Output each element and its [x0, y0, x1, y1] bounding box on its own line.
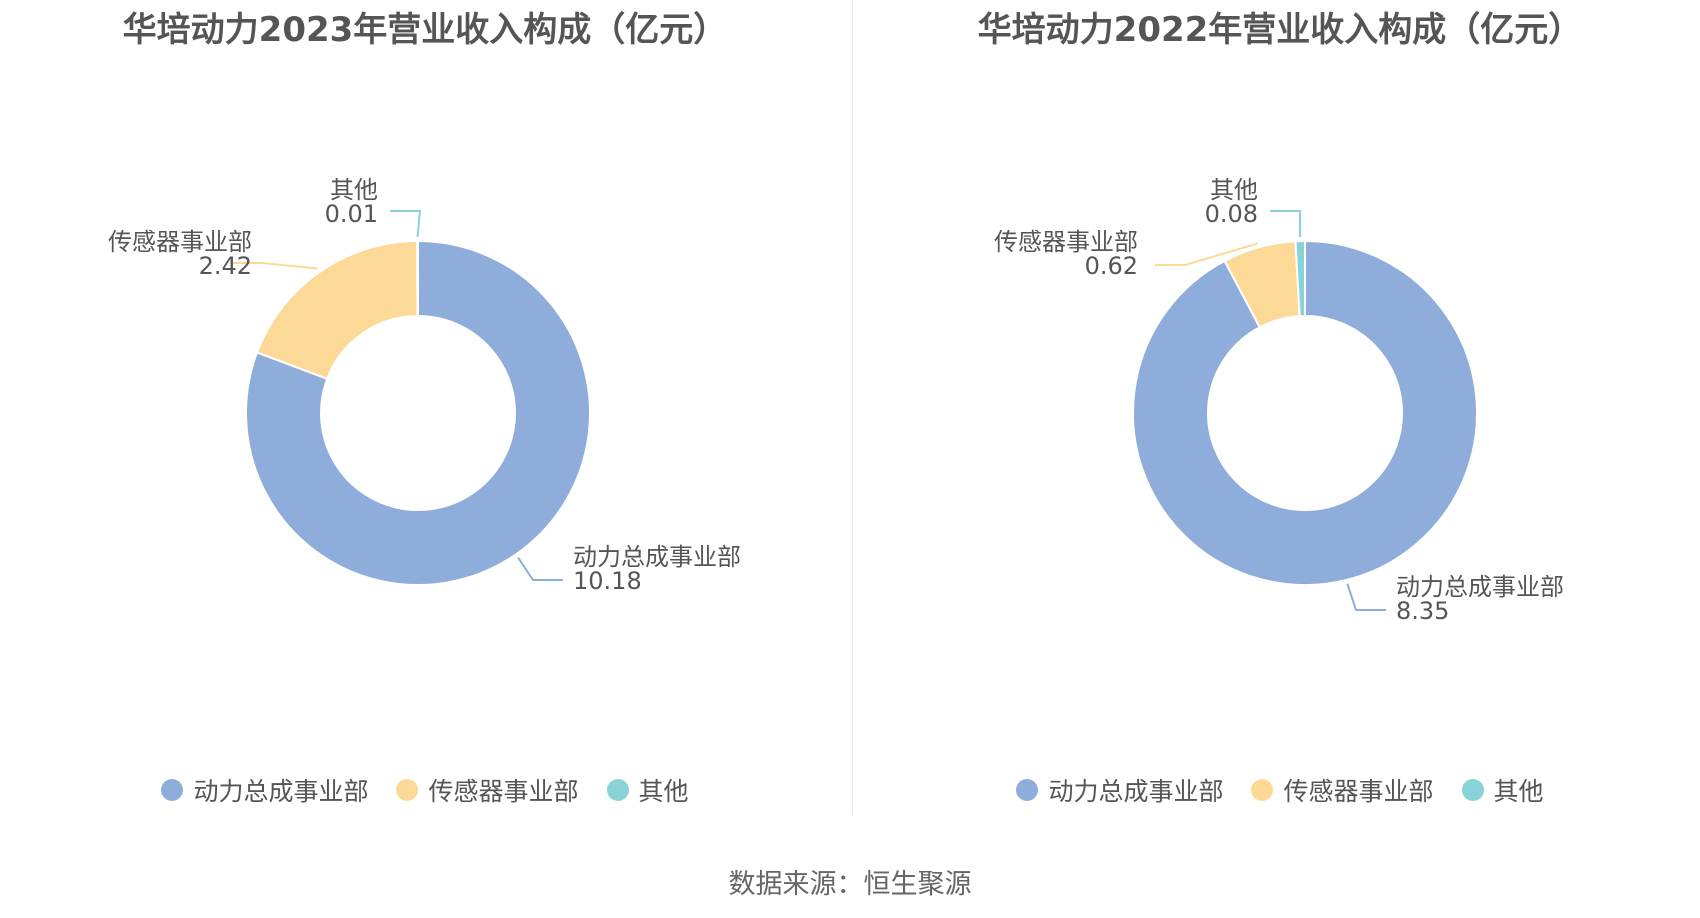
legend-label: 传感器事业部 — [1283, 777, 1434, 806]
slice-category-label: 传感器事业部 — [994, 228, 1138, 256]
legend-label: 其他 — [1493, 777, 1544, 806]
legend-item[interactable]: 传感器事业部 — [1251, 772, 1434, 808]
legend-marker — [606, 779, 629, 801]
legend-item[interactable]: 其他 — [606, 772, 689, 808]
legend-item[interactable]: 动力总成事业部 — [161, 772, 368, 808]
donut-slice[interactable] — [416, 239, 419, 318]
legend-label: 动力总成事业部 — [193, 777, 369, 806]
panel-divider — [852, 0, 853, 815]
leader-line — [1270, 210, 1302, 238]
chart-legend: 动力总成事业部 传感器事业部 其他 — [0, 772, 850, 808]
slice-category-label: 动力总成事业部 — [573, 543, 741, 571]
slice-category-label: 其他 — [1210, 176, 1258, 204]
leader-line — [232, 262, 318, 270]
donut-slice[interactable] — [245, 239, 591, 586]
legend-label: 传感器事业部 — [428, 777, 579, 806]
leader-line — [517, 557, 563, 581]
legend-marker — [161, 779, 184, 801]
slice-category-label: 传感器事业部 — [108, 228, 252, 256]
slice-value-label: 10.18 — [573, 567, 642, 595]
legend-label: 动力总成事业部 — [1048, 777, 1224, 806]
chart-panel-2022: 华培动力2022年营业收入构成（亿元） 动力总成事业部 8.35 传感器事业部 0.6… — [855, 0, 1700, 820]
chart-panel-2023: 华培动力2023年营业收入构成（亿元） 动力总成事业部 10.18 传感器事业部 2.… — [0, 0, 850, 820]
slice-category-label: 动力总成事业部 — [1396, 573, 1564, 601]
legend-marker — [1251, 779, 1274, 801]
slice-value-label: 0.08 — [1205, 200, 1258, 228]
legend-marker — [1461, 779, 1484, 801]
chart-title: 华培动力2023年营业收入构成（亿元） — [122, 10, 728, 50]
slice-value-label: 0.01 — [325, 200, 378, 228]
donut-slice[interactable] — [1294, 239, 1306, 318]
donut-slice[interactable] — [1132, 239, 1478, 586]
chart-legend: 动力总成事业部 传感器事业部 其他 — [855, 772, 1700, 808]
legend-label: 其他 — [638, 777, 689, 806]
leader-line — [1346, 583, 1386, 611]
legend-marker — [396, 779, 419, 801]
legend-item[interactable]: 其他 — [1461, 772, 1544, 808]
legend-item[interactable]: 动力总成事业部 — [1016, 772, 1223, 808]
slice-value-label: 0.62 — [1085, 252, 1138, 280]
donut-slice[interactable] — [255, 239, 419, 381]
slice-value-label: 2.42 — [199, 252, 252, 280]
slice-category-label: 其他 — [330, 176, 378, 204]
data-source-note: 数据来源：恒生聚源 — [728, 869, 972, 900]
leader-line — [1155, 242, 1259, 266]
legend-marker — [1016, 779, 1039, 801]
chart-title: 华培动力2022年营业收入构成（亿元） — [977, 10, 1583, 50]
leader-line — [390, 210, 422, 238]
slice-value-label: 8.35 — [1396, 597, 1449, 625]
legend-item[interactable]: 传感器事业部 — [396, 772, 579, 808]
